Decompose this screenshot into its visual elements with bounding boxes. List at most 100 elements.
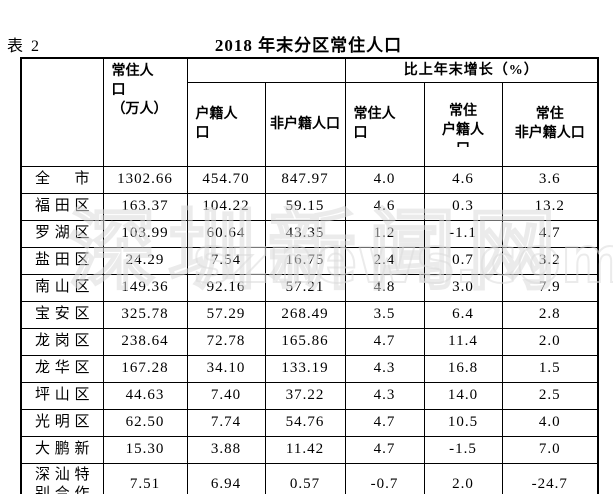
cell-growth-resident: 4.7 [344, 435, 425, 464]
cell-growth-nonhukou: 7.9 [501, 273, 599, 302]
header-row-subhead: 户籍人 口 非户籍人口 常住人 口 常住 户籍人 口 常住 非户籍人口 [21, 81, 599, 167]
cell-growth-hukou: 0.3 [423, 192, 503, 221]
table-row: 光明区 62.50 7.74 54.76 4.7 10.5 4.0 [20, 408, 599, 437]
table-row: 宝安区 325.78 57.29 268.49 3.5 6.4 2.8 [20, 300, 599, 329]
cell-growth-hukou: 2.0 [423, 462, 503, 494]
cell-growth-resident: 4.7 [344, 408, 425, 437]
cell-growth-hukou: 14.0 [423, 381, 503, 410]
cell-resident-population: 7.51 [102, 462, 188, 494]
table-row: 全市 1302.66 454.70 847.97 4.0 4.6 3.6 [20, 165, 599, 194]
header-hukou-population: 户籍人 口 [186, 81, 266, 167]
cell-growth-resident: 4.0 [344, 165, 425, 194]
cell-district: 深汕特别合作 [20, 462, 104, 494]
cell-district: 坪山区 [20, 381, 104, 410]
cell-nonhukou-population: 54.76 [264, 408, 346, 437]
cell-growth-hukou: 6.4 [423, 300, 503, 329]
cell-growth-nonhukou: 3.6 [501, 165, 599, 194]
cell-hukou-population: 7.74 [186, 408, 266, 437]
cell-growth-hukou: 0.7 [423, 246, 503, 275]
cell-growth-nonhukou: 7.0 [501, 435, 599, 464]
cell-hukou-population: 104.22 [186, 192, 266, 221]
cell-growth-nonhukou: -24.7 [501, 462, 599, 494]
table-label: 表 2 [7, 38, 42, 55]
cell-hukou-population: 7.40 [186, 381, 266, 410]
cell-growth-resident: 4.3 [344, 354, 425, 383]
cell-district: 光明区 [20, 408, 104, 437]
cell-nonhukou-population: 268.49 [264, 300, 346, 329]
cell-district: 盐田区 [20, 246, 104, 275]
cell-district: 罗湖区 [20, 219, 104, 248]
cell-district: 全市 [20, 165, 104, 194]
cell-district: 龙岗区 [20, 327, 104, 356]
cell-hukou-population: 7.54 [186, 246, 266, 275]
cell-resident-population: 103.99 [102, 219, 188, 248]
cell-hukou-population: 6.94 [186, 462, 266, 494]
cell-growth-resident: -0.7 [344, 462, 425, 494]
cell-nonhukou-population: 165.86 [264, 327, 346, 356]
header-growth-hukou: 常住 户籍人 口 [423, 81, 503, 167]
cell-resident-population: 24.29 [102, 246, 188, 275]
cell-nonhukou-population: 847.97 [264, 165, 346, 194]
cell-hukou-population: 454.70 [186, 165, 266, 194]
cell-nonhukou-population: 59.15 [264, 192, 346, 221]
cell-nonhukou-population: 11.42 [264, 435, 346, 464]
table-row: 盐田区 24.29 7.54 16.75 2.4 0.7 3.2 [20, 246, 599, 275]
header-growth-resident: 常住人 口 [344, 81, 425, 167]
cell-resident-population: 325.78 [102, 300, 188, 329]
header-growth-nonhukou: 常住 非户籍人口 [501, 81, 599, 167]
corner-cell [20, 57, 104, 167]
header-growth-spanner: 比上年末增长（%） [344, 57, 599, 83]
cell-hukou-population: 3.88 [186, 435, 266, 464]
header-nonhukou-population: 非户籍人口 [264, 81, 346, 167]
cell-resident-population: 238.64 [102, 327, 188, 356]
cell-hukou-population: 92.16 [186, 273, 266, 302]
cell-resident-population: 62.50 [102, 408, 188, 437]
table-row: 福田区 163.37 104.22 59.15 4.6 0.3 13.2 [20, 192, 599, 221]
cell-nonhukou-population: 16.75 [264, 246, 346, 275]
cell-nonhukou-population: 37.22 [264, 381, 346, 410]
page-title: 2018 年末分区常住人口 [214, 36, 403, 55]
cell-growth-nonhukou: 3.2 [501, 246, 599, 275]
cell-nonhukou-population: 133.19 [264, 354, 346, 383]
cell-resident-population: 149.36 [102, 273, 188, 302]
cell-resident-population: 44.63 [102, 381, 188, 410]
cell-growth-hukou: -1.1 [423, 219, 503, 248]
header-empty-spanner [186, 57, 346, 83]
cell-growth-resident: 1.2 [344, 219, 425, 248]
table-row: 坪山区 44.63 7.40 37.22 4.3 14.0 2.5 [20, 381, 599, 410]
cell-hukou-population: 34.10 [186, 354, 266, 383]
cell-growth-resident: 3.5 [344, 300, 425, 329]
cell-nonhukou-population: 57.21 [264, 273, 346, 302]
cell-district: 福田区 [20, 192, 104, 221]
table-row: 龙岗区 238.64 72.78 165.86 4.7 11.4 2.0 [20, 327, 599, 356]
cell-district: 龙华区 [20, 354, 104, 383]
cell-hukou-population: 60.64 [186, 219, 266, 248]
table-row: 深汕特别合作 7.51 6.94 0.57 -0.7 2.0 -24.7 [20, 462, 599, 494]
cell-nonhukou-population: 43.35 [264, 219, 346, 248]
cell-resident-population: 15.30 [102, 435, 188, 464]
cell-growth-resident: 4.3 [344, 381, 425, 410]
table-row: 南山区 149.36 92.16 57.21 4.8 3.0 7.9 [20, 273, 599, 302]
cell-resident-population: 1302.66 [102, 165, 188, 194]
cell-growth-nonhukou: 4.0 [501, 408, 599, 437]
cell-growth-hukou: 3.0 [423, 273, 503, 302]
table-header: 常住人 口 （万人） 比上年末增长（%） 户籍人 口 非户籍人口 常住人 口 常… [20, 57, 599, 167]
cell-growth-resident: 2.4 [344, 246, 425, 275]
cell-resident-population: 163.37 [102, 192, 188, 221]
cell-growth-nonhukou: 2.5 [501, 381, 599, 410]
cell-growth-hukou: -1.5 [423, 435, 503, 464]
cell-nonhukou-population: 0.57 [264, 462, 346, 494]
cell-growth-nonhukou: 2.8 [501, 300, 599, 329]
cell-growth-resident: 4.7 [344, 327, 425, 356]
table-row: 龙华区 167.28 34.10 133.19 4.3 16.8 1.5 [20, 354, 599, 383]
cell-district: 大鹏新 [20, 435, 104, 464]
table-row: 罗湖区 103.99 60.64 43.35 1.2 -1.1 4.7 [20, 219, 599, 248]
cell-resident-population: 167.28 [102, 354, 188, 383]
cell-growth-hukou: 10.5 [423, 408, 503, 437]
cell-growth-nonhukou: 2.0 [501, 327, 599, 356]
cell-hukou-population: 57.29 [186, 300, 266, 329]
cell-growth-hukou: 11.4 [423, 327, 503, 356]
cell-growth-nonhukou: 1.5 [501, 354, 599, 383]
cell-growth-nonhukou: 4.7 [501, 219, 599, 248]
cell-district: 宝安区 [20, 300, 104, 329]
